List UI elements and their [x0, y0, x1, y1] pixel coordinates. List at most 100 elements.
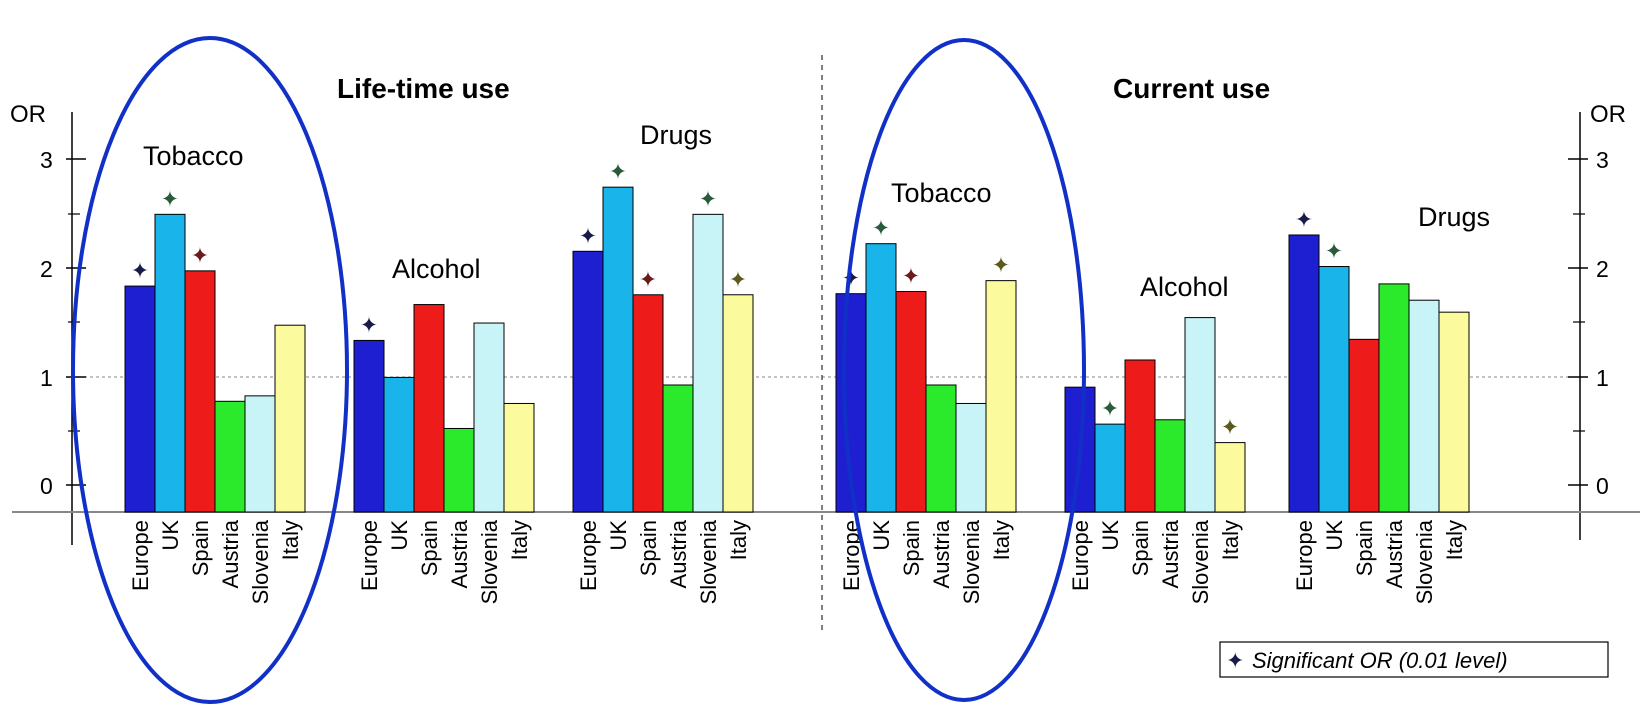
category-label-life-time-use-drugs-spain: Spain	[636, 520, 661, 576]
bar-life-time-use-tobacco-italy	[274, 324, 306, 513]
bar-life-time-use-tobacco-spain	[184, 270, 216, 513]
left-tick-label-2: 2	[40, 256, 53, 282]
significance-marker-current-use-alcohol-uk: ✦	[1101, 396, 1119, 421]
bar-current-use-alcohol-austria	[1154, 419, 1186, 513]
bar-current-use-tobacco-slovenia	[955, 402, 987, 513]
bar-current-use-drugs-austria	[1378, 283, 1410, 513]
bar-current-use-drugs-europe	[1288, 234, 1320, 513]
bar-life-time-use-alcohol-uk	[383, 376, 415, 513]
bar-life-time-use-alcohol-spain	[413, 304, 445, 513]
significance-marker-current-use-tobacco-spain: ✦	[902, 264, 920, 289]
category-label-life-time-use-drugs-europe: Europe	[576, 520, 601, 591]
category-label-current-use-drugs-spain: Spain	[1352, 520, 1377, 576]
category-label-life-time-use-alcohol-uk: UK	[387, 520, 412, 551]
bars-layer	[124, 186, 1470, 513]
category-label-current-use-alcohol-uk: UK	[1098, 520, 1123, 551]
left-tick-label-1: 1	[40, 365, 53, 391]
bar-life-time-use-tobacco-uk	[154, 213, 186, 513]
category-label-life-time-use-tobacco-slovenia: Slovenia	[248, 519, 273, 604]
bar-life-time-use-alcohol-slovenia	[473, 322, 505, 513]
significance-marker-life-time-use-drugs-spain: ✦	[639, 267, 657, 292]
significance-marker-current-use-alcohol-italy: ✦	[1221, 415, 1239, 440]
bar-life-time-use-alcohol-italy	[503, 402, 535, 513]
category-label-current-use-drugs-uk: UK	[1322, 520, 1347, 551]
category-label-life-time-use-tobacco-italy: Italy	[278, 520, 303, 560]
significance-marker-current-use-tobacco-italy: ✦	[992, 253, 1010, 278]
bar-current-use-alcohol-uk	[1094, 423, 1126, 513]
category-label-current-use-tobacco-slovenia: Slovenia	[959, 519, 984, 604]
category-label-current-use-alcohol-spain: Spain	[1128, 520, 1153, 576]
category-label-life-time-use-alcohol-europe: Europe	[357, 520, 382, 591]
bar-current-use-drugs-italy	[1438, 311, 1470, 513]
category-label-current-use-drugs-europe: Europe	[1292, 520, 1317, 591]
left-tick-label-3: 3	[40, 147, 53, 173]
bar-life-time-use-drugs-spain	[632, 294, 664, 513]
bar-life-time-use-tobacco-austria	[214, 400, 246, 513]
bar-current-use-alcohol-slovenia	[1184, 317, 1216, 513]
significance-marker-current-use-drugs-europe: ✦	[1295, 207, 1313, 232]
bar-life-time-use-drugs-europe	[572, 250, 604, 513]
significance-markers: ✦✦✦✦✦✦✦✦✦ ✦✦✦ ✦✦✦✦✦	[131, 159, 1343, 439]
section-title-lifetime: Life-time use	[337, 73, 510, 104]
bar-current-use-alcohol-spain	[1124, 359, 1156, 513]
category-label-life-time-use-drugs-uk: UK	[606, 520, 631, 551]
significance-marker-life-time-use-drugs-europe: ✦	[579, 223, 597, 248]
category-label-life-time-use-alcohol-italy: Italy	[507, 520, 532, 560]
highlight-ellipse-current-tobacco	[842, 38, 1086, 702]
category-labels: Europe UK Spain Austria Slovenia Italy Europe U…	[128, 519, 1467, 604]
significance-marker-life-time-use-alcohol-europe: ✦	[360, 312, 378, 337]
category-label-current-use-drugs-italy: Italy	[1442, 520, 1467, 560]
group-title-current-drugs: Drugs	[1418, 202, 1490, 232]
category-label-current-use-tobacco-spain: Spain	[899, 520, 924, 576]
bar-current-use-drugs-spain	[1348, 338, 1380, 513]
group-title-lifetime-alcohol: Alcohol	[392, 254, 481, 284]
significance-marker-life-time-use-drugs-italy: ✦	[729, 267, 747, 292]
significance-marker-life-time-use-tobacco-europe: ✦	[131, 258, 149, 283]
significance-marker-life-time-use-tobacco-spain: ✦	[191, 243, 209, 268]
bar-life-time-use-drugs-austria	[662, 384, 694, 513]
category-label-life-time-use-drugs-austria: Austria	[666, 519, 691, 588]
category-label-life-time-use-alcohol-austria: Austria	[447, 519, 472, 588]
category-label-current-use-drugs-slovenia: Slovenia	[1412, 519, 1437, 604]
group-title-lifetime-tobacco: Tobacco	[143, 141, 244, 171]
category-label-life-time-use-tobacco-uk: UK	[158, 520, 183, 551]
category-label-current-use-alcohol-austria: Austria	[1158, 519, 1183, 588]
category-label-life-time-use-tobacco-spain: Spain	[188, 520, 213, 576]
category-label-life-time-use-drugs-italy: Italy	[726, 520, 751, 560]
group-title-lifetime-drugs: Drugs	[640, 120, 712, 150]
category-label-life-time-use-drugs-slovenia: Slovenia	[696, 519, 721, 604]
right-tick-label-3: 3	[1596, 147, 1609, 173]
right-axis-label: OR	[1590, 101, 1626, 128]
right-tick-label-1: 1	[1596, 365, 1609, 391]
left-tick-label-0: 0	[40, 473, 53, 499]
right-ticks: OR 0 1 2 3	[1568, 101, 1626, 499]
legend: ✦ Significant OR (0.01 level)	[1219, 641, 1609, 678]
category-label-current-use-drugs-austria: Austria	[1382, 519, 1407, 588]
significance-marker-life-time-use-tobacco-uk: ✦	[161, 186, 179, 211]
section-title-current: Current use	[1113, 73, 1270, 104]
bar-current-use-drugs-uk	[1318, 266, 1350, 513]
bar-life-time-use-drugs-slovenia	[692, 213, 724, 513]
legend-marker: ✦	[1226, 648, 1244, 673]
bar-life-time-use-drugs-italy	[722, 294, 754, 513]
category-label-current-use-tobacco-austria: Austria	[929, 519, 954, 588]
significance-marker-current-use-tobacco-uk: ✦	[872, 216, 890, 241]
bar-current-use-tobacco-spain	[895, 291, 927, 513]
category-label-life-time-use-tobacco-europe: Europe	[128, 520, 153, 591]
bar-life-time-use-drugs-uk	[602, 186, 634, 513]
bar-life-time-use-alcohol-europe	[353, 339, 385, 513]
legend-text: Significant OR (0.01 level)	[1252, 648, 1508, 673]
group-title-current-alcohol: Alcohol	[1140, 272, 1229, 302]
category-label-current-use-alcohol-europe: Europe	[1068, 520, 1093, 591]
category-label-current-use-alcohol-slovenia: Slovenia	[1188, 519, 1213, 604]
highlight-ellipse-lifetime-tobacco	[71, 36, 349, 704]
significance-marker-life-time-use-drugs-slovenia: ✦	[699, 186, 717, 211]
significance-marker-life-time-use-drugs-uk: ✦	[609, 159, 627, 184]
right-tick-label-0: 0	[1596, 473, 1609, 499]
significance-marker-current-use-drugs-uk: ✦	[1325, 239, 1343, 264]
category-label-current-use-alcohol-italy: Italy	[1218, 520, 1243, 560]
bar-life-time-use-tobacco-europe	[124, 285, 156, 513]
bar-current-use-tobacco-uk	[865, 243, 897, 513]
category-label-current-use-tobacco-italy: Italy	[989, 520, 1014, 560]
